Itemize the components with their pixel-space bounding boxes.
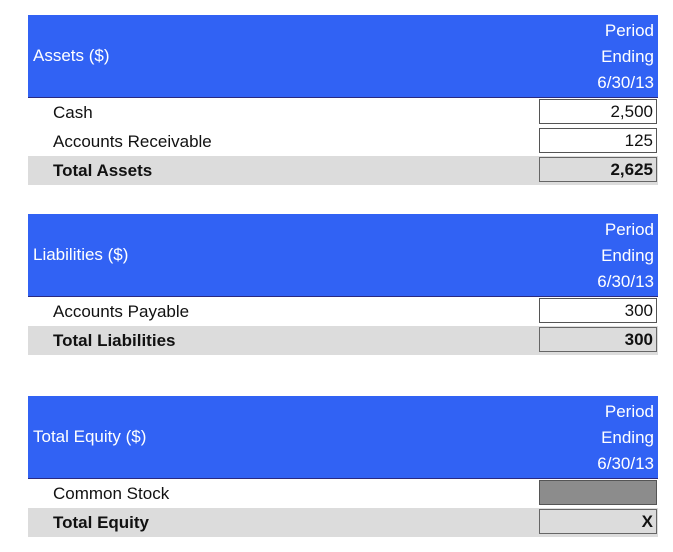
assets-title: Assets ($) — [33, 46, 110, 65]
equity-header: Total Equity ($) Period Ending 6/30/13 — [28, 396, 658, 479]
equity-period-header: Period Ending 6/30/13 — [597, 399, 654, 477]
table-row-total-assets: Total Assets 2,625 — [28, 156, 658, 185]
period-date: 6/30/13 — [597, 73, 654, 92]
row-label: Common Stock — [53, 483, 170, 503]
cash-value-cell[interactable]: 2,500 — [539, 99, 657, 124]
ending-label: Ending — [601, 428, 654, 447]
table-row-accounts-receivable: Accounts Receivable 125 — [28, 127, 658, 156]
period-label: Period — [604, 21, 654, 40]
total-liabilities-value-cell[interactable]: 300 — [539, 327, 657, 352]
liabilities-header: Liabilities ($) Period Ending 6/30/13 — [28, 214, 658, 297]
row-label: Total Assets — [53, 160, 153, 180]
liabilities-period-header: Period Ending 6/30/13 — [597, 217, 654, 295]
row-label: Accounts Payable — [53, 301, 190, 321]
row-label: Accounts Receivable — [53, 131, 212, 151]
period-label: Period — [604, 220, 654, 239]
liabilities-title: Liabilities ($) — [33, 245, 129, 264]
total-equity-value-cell[interactable]: X — [539, 509, 657, 534]
equity-title: Total Equity ($) — [33, 427, 147, 446]
equity-section: Total Equity ($) Period Ending 6/30/13 C… — [28, 396, 658, 537]
table-row-total-equity: Total Equity X — [28, 508, 658, 537]
period-date: 6/30/13 — [597, 272, 654, 291]
assets-period-header: Period Ending 6/30/13 — [597, 18, 654, 96]
row-label: Total Liabilities — [53, 330, 176, 350]
ending-label: Ending — [601, 47, 654, 66]
table-row-common-stock: Common Stock — [28, 479, 658, 508]
accounts-receivable-value-cell[interactable]: 125 — [539, 128, 657, 153]
period-label: Period — [604, 402, 654, 421]
accounts-payable-value-cell[interactable]: 300 — [539, 298, 657, 323]
row-label: Total Equity — [53, 512, 150, 532]
table-row-cash: Cash 2,500 — [28, 98, 658, 127]
common-stock-value-cell[interactable] — [539, 480, 657, 505]
assets-header: Assets ($) Period Ending 6/30/13 — [28, 15, 658, 98]
row-label: Cash — [53, 102, 93, 122]
total-assets-value-cell[interactable]: 2,625 — [539, 157, 657, 182]
ending-label: Ending — [601, 246, 654, 265]
table-row-accounts-payable: Accounts Payable 300 — [28, 297, 658, 326]
period-date: 6/30/13 — [597, 454, 654, 473]
table-row-total-liabilities: Total Liabilities 300 — [28, 326, 658, 355]
liabilities-section: Liabilities ($) Period Ending 6/30/13 Ac… — [28, 214, 658, 355]
assets-section: Assets ($) Period Ending 6/30/13 Cash 2,… — [28, 15, 658, 185]
